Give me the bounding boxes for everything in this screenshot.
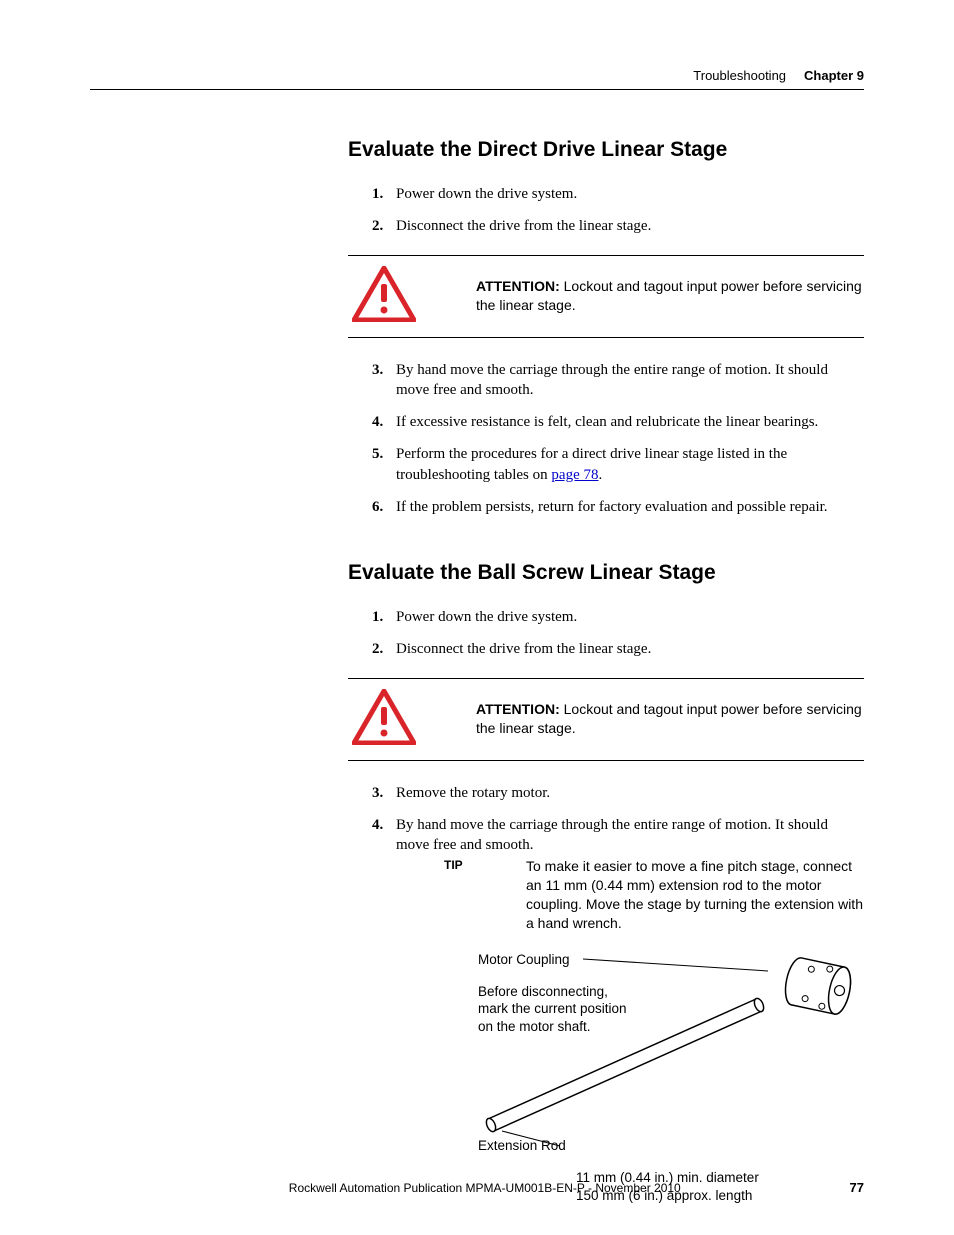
section2-steps-cont: 3. Remove the rotary motor. 4. By hand mov… [348, 783, 864, 933]
step-text: Power down the drive system. [396, 186, 577, 202]
tip-block: TIP To make it easier to move a fine pit… [396, 857, 864, 933]
attention-label: ATTENTION: [476, 701, 560, 717]
step-number: 1. [372, 607, 383, 627]
attention-text: ATTENTION: Lockout and tagout input powe… [476, 277, 864, 315]
step-number: 3. [372, 783, 383, 803]
step-number: 4. [372, 815, 383, 835]
attention-text: ATTENTION: Lockout and tagout input powe… [476, 700, 864, 738]
section2-heading: Evaluate the Ball Screw Linear Stage [348, 561, 864, 585]
warning-icon [352, 689, 416, 750]
step-number: 4. [372, 412, 383, 432]
before-disconnect-label: Before disconnecting, mark the current p… [478, 983, 638, 1036]
step-number: 2. [372, 639, 383, 659]
motor-coupling-label: Motor Coupling [478, 951, 570, 969]
document-page: Troubleshooting Chapter 9 Evaluate the D… [0, 0, 954, 1235]
extension-rod-label: Extension Rod [478, 1137, 566, 1155]
step-text: If the problem persists, return for fact… [396, 499, 828, 515]
section2-steps: 1. Power down the drive system. 2. Disconn… [348, 607, 864, 660]
step-text: Disconnect the drive from the linear sta… [396, 218, 651, 234]
attention-callout: ATTENTION: Lockout and tagout input powe… [348, 255, 864, 338]
step-number: 3. [372, 360, 383, 380]
step-number: 6. [372, 497, 383, 517]
step-item: 1. Power down the drive system. [372, 184, 864, 204]
extension-rod-diagram: Motor Coupling Before disconnecting, mar… [478, 951, 864, 1211]
section1-steps: 1. Power down the drive system. 2. Disconn… [348, 184, 864, 237]
attention-label: ATTENTION: [476, 278, 560, 294]
step-text: By hand move the carriage through the en… [396, 817, 828, 853]
main-content: Evaluate the Direct Drive Linear Stage 1… [90, 90, 864, 1211]
step-item: 4. If excessive resistance is felt, clean… [372, 412, 864, 432]
page-footer: Rockwell Automation Publication MPMA-UM0… [90, 1180, 864, 1195]
header-chapter: Chapter 9 [804, 68, 864, 83]
step-text: Power down the drive system. [396, 609, 577, 625]
step-item: 5.Perform the procedures for a direct dr… [372, 444, 864, 485]
step-item: 4. By hand move the carriage through the … [372, 815, 864, 933]
page-header: Troubleshooting Chapter 9 [90, 68, 864, 90]
section1-steps-cont: 3. By hand move the carriage through the … [348, 360, 864, 518]
step-item: 2. Disconnect the drive from the linear s… [372, 216, 864, 236]
tip-text: To make it easier to move a fine pitch s… [526, 857, 864, 933]
attention-callout: ATTENTION: Lockout and tagout input powe… [348, 678, 864, 761]
step-text: Disconnect the drive from the linear sta… [396, 641, 651, 657]
section1-heading: Evaluate the Direct Drive Linear Stage [348, 138, 864, 162]
step-item: 3. Remove the rotary motor. [372, 783, 864, 803]
header-section-name: Troubleshooting [693, 68, 786, 83]
warning-icon [352, 266, 416, 327]
step-text: By hand move the carriage through the en… [396, 362, 828, 398]
footer-page-number: 77 [850, 1180, 864, 1195]
step-text-b: . [598, 467, 602, 483]
step-item: 6. If the problem persists, return for fa… [372, 497, 864, 517]
tip-label: TIP [444, 857, 526, 933]
step-text: If excessive resistance is felt, clean a… [396, 414, 818, 430]
page-link[interactable]: page 78 [551, 467, 598, 483]
step-number: 1. [372, 184, 383, 204]
footer-publication: Rockwell Automation Publication MPMA-UM0… [120, 1181, 850, 1195]
step-number: 5. [372, 444, 383, 464]
step-item: 2. Disconnect the drive from the linear s… [372, 639, 864, 659]
step-text: Remove the rotary motor. [396, 785, 550, 801]
step-item: 3. By hand move the carriage through the … [372, 360, 864, 401]
step-number: 2. [372, 216, 383, 236]
step-item: 1. Power down the drive system. [372, 607, 864, 627]
